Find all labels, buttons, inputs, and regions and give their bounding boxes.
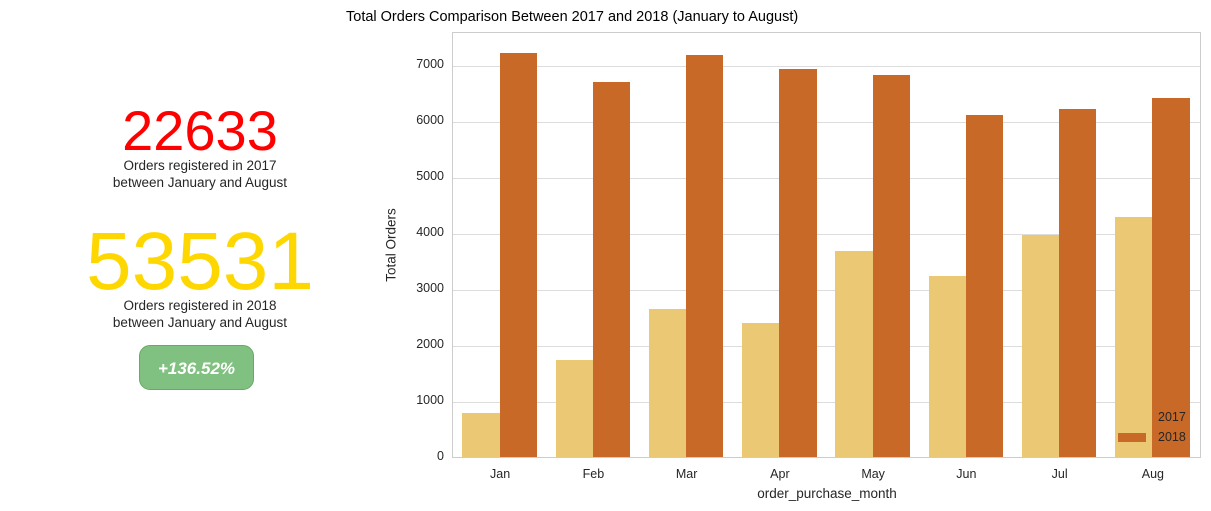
x-tick-label: Jan bbox=[490, 467, 511, 481]
x-tick-label: Mar bbox=[675, 467, 698, 481]
y-tick-label: 6000 bbox=[416, 112, 444, 127]
y-tick-label: 5000 bbox=[416, 168, 444, 183]
bar-2017-jun bbox=[928, 276, 966, 457]
x-axis-label: order_purchase_month bbox=[757, 486, 897, 501]
bar-2017-may bbox=[835, 251, 873, 457]
bar-2018-jul bbox=[1059, 108, 1097, 457]
y-tick-label: 4000 bbox=[416, 224, 444, 239]
orders-2018-caption: Orders registered in 2018 between Januar… bbox=[60, 297, 340, 331]
x-tick-label: Jun bbox=[956, 467, 977, 481]
y-tick-label: 0 bbox=[437, 448, 444, 463]
orders-2017-caption-line1: Orders registered in 2017 bbox=[123, 158, 277, 173]
bar-2017-jul bbox=[1021, 234, 1060, 457]
y-tick-label: 7000 bbox=[416, 56, 444, 71]
legend-label-2017: 2017 bbox=[1158, 410, 1186, 424]
legend-label-2018: 2018 bbox=[1158, 430, 1186, 444]
bar-2018-jan bbox=[499, 52, 537, 457]
gridline bbox=[453, 65, 1200, 67]
bar-2018-apr bbox=[779, 68, 817, 457]
gridline bbox=[453, 177, 1200, 179]
bar-2018-jun bbox=[965, 114, 1004, 457]
orders-2017-value: 22633 bbox=[122, 99, 278, 162]
bar-2018-feb bbox=[592, 81, 631, 457]
x-tick-label: Aug bbox=[1141, 467, 1164, 481]
gridline bbox=[453, 401, 1200, 403]
bar-2017-mar bbox=[648, 309, 687, 457]
legend-swatch-2017 bbox=[1118, 413, 1146, 422]
x-tick-label: Feb bbox=[582, 467, 605, 481]
bar-2017-feb bbox=[555, 360, 593, 457]
orders-2017-caption: Orders registered in 2017 between Januar… bbox=[60, 157, 340, 191]
gridline bbox=[453, 289, 1200, 291]
legend-swatch-2018 bbox=[1118, 433, 1146, 442]
orders-2018-value: 53531 bbox=[85, 216, 315, 307]
gridline bbox=[453, 345, 1200, 347]
chart-title: Total Orders Comparison Between 2017 and… bbox=[346, 9, 799, 25]
bar-2017-jan bbox=[462, 413, 500, 457]
gridline bbox=[453, 233, 1200, 235]
x-tick-label: May bbox=[861, 467, 885, 481]
orders-2018-caption-line1: Orders registered in 2018 bbox=[123, 298, 277, 313]
bar-2018-mar bbox=[686, 54, 724, 457]
gridline bbox=[453, 121, 1200, 123]
x-tick-label: Jul bbox=[1051, 467, 1068, 481]
bar-2018-aug bbox=[1152, 97, 1190, 457]
plot-area bbox=[452, 32, 1201, 458]
y-tick-label: 1000 bbox=[416, 392, 444, 407]
growth-badge: +136.52% bbox=[139, 345, 254, 390]
y-tick-label: 3000 bbox=[416, 280, 444, 295]
orders-2017-caption-line2: between January and August bbox=[112, 175, 288, 190]
bar-2017-aug bbox=[1115, 216, 1153, 457]
legend: 2017 2018 bbox=[1116, 408, 1198, 450]
x-tick-label: Apr bbox=[770, 467, 790, 481]
orders-2018-caption-line2: between January and August bbox=[112, 315, 288, 330]
y-axis-label: Total Orders bbox=[383, 208, 399, 282]
y-tick-label: 2000 bbox=[416, 336, 444, 351]
bar-2017-apr bbox=[742, 323, 780, 457]
bar-2018-may bbox=[872, 74, 910, 457]
